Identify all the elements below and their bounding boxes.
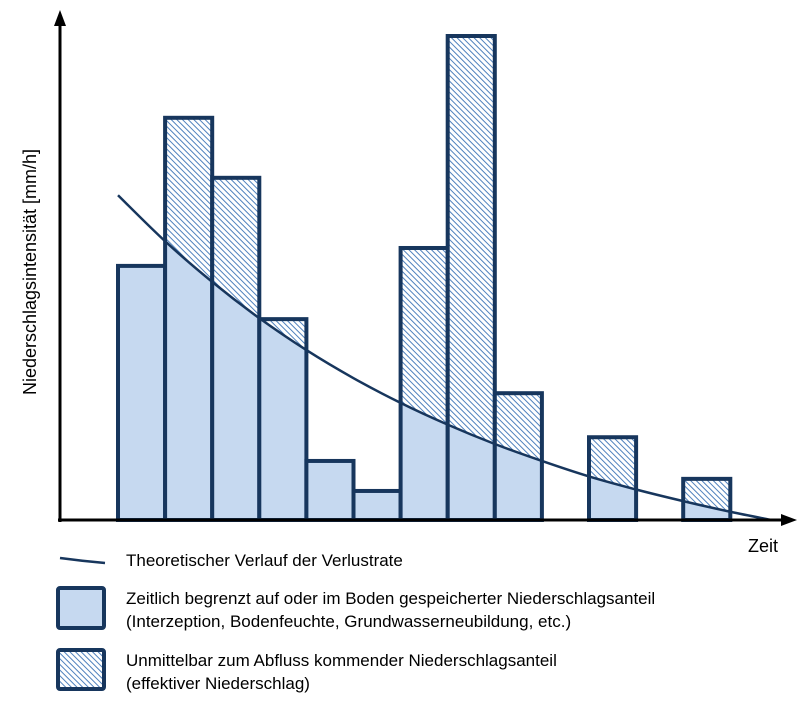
bar-stored-portion (447, 424, 495, 520)
y-axis-arrow-icon (54, 10, 66, 26)
bar-stored-portion (165, 241, 213, 520)
bar-stored-portion (259, 319, 307, 520)
bar (304, 458, 356, 522)
bar-stored-portion (306, 460, 354, 520)
legend-curve-label: Theoretischer Verlauf der Verlustrate (126, 551, 403, 570)
y-axis-label: Niederschlagsintensität [mm/h] (20, 149, 40, 395)
legend-stored-swatch (56, 586, 106, 630)
bar (398, 245, 450, 522)
legend-runoff-swatch (56, 648, 106, 691)
bar (445, 34, 497, 522)
x-axis-arrow-icon (781, 514, 797, 526)
bar (492, 391, 544, 522)
bar (351, 488, 403, 522)
legend: Theoretischer Verlauf der Verlustrate Ze… (56, 551, 655, 693)
legend-stored-label-1: Zeitlich begrenzt auf oder im Boden gesp… (126, 589, 655, 608)
legend-curve-swatch (59, 556, 106, 565)
bar-stored-portion (494, 444, 542, 520)
bar-stored-portion (353, 490, 401, 520)
bar (257, 317, 309, 523)
bar-stored-portion (400, 402, 448, 520)
bar-stored-portion (118, 265, 166, 520)
axes (54, 10, 797, 526)
bar-stored-portion (212, 281, 260, 520)
bars-group (116, 34, 733, 523)
legend-stored-label-2: (Interzeption, Bodenfeuchte, Grundwasser… (126, 612, 571, 631)
loss-rate-curve (117, 194, 772, 522)
legend-runoff-label-1: Unmittelbar zum Abfluss kommender Nieder… (126, 651, 557, 670)
x-axis-label: Zeit (748, 536, 778, 556)
bar-stored-portion (683, 501, 731, 520)
legend-runoff-label-2: (effektiver Niederschlag) (126, 674, 310, 693)
bar (210, 175, 262, 522)
